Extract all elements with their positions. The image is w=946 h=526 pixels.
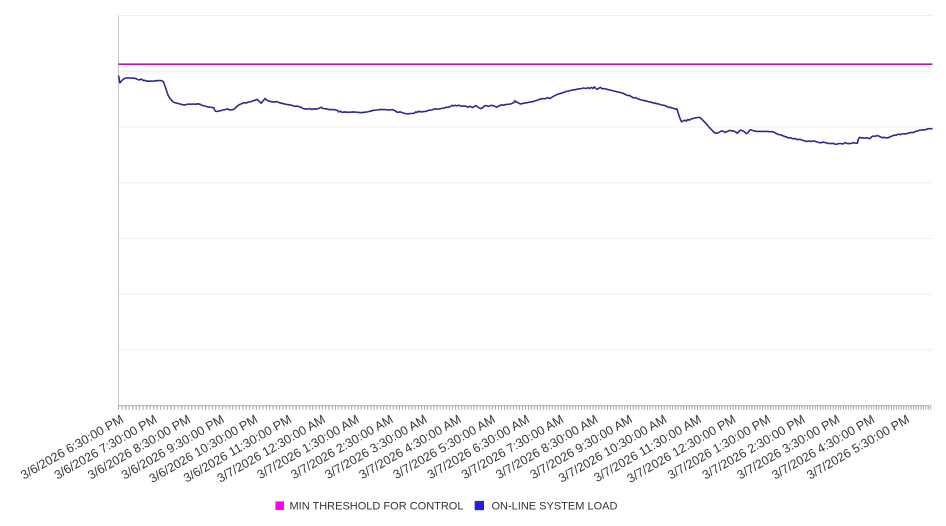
svg-text:MIN THRESHOLD FOR CONTROL: MIN THRESHOLD FOR CONTROL [290,501,464,513]
svg-text:ON-LINE SYSTEM LOAD: ON-LINE SYSTEM LOAD [492,501,618,513]
